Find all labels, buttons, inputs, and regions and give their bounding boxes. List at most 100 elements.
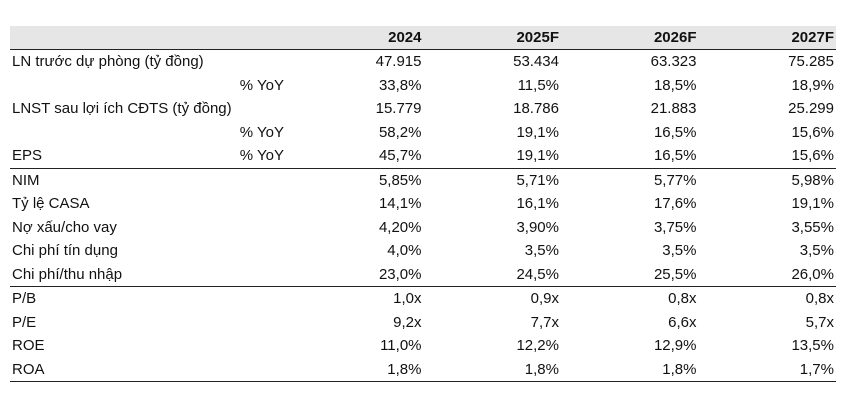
row-sublabel: % YoY [239,147,284,164]
table-row: LN trước dự phòng (tỷ đồng) 47.915 53.434 6… [10,50,836,74]
row-label: LNST sau lợi ích CĐTS (tỷ đồng) [12,100,232,117]
value-cell: 5,85% [286,167,424,192]
table-row: P/E 9,2x 7,7x 6,6x 5,7x [10,311,836,335]
value-cell: 1,8% [423,357,561,382]
value-cell: 47.915 [375,53,422,70]
financial-forecast-table: 2024 2025F 2026F 2027F LN trước dự phòng… [10,26,836,382]
row-sublabel [200,286,286,311]
row-label: EPS [12,147,43,164]
value-cell: 1,0x [286,286,424,311]
row-label: Chi phí/thu nhập [12,265,123,283]
value-cell: 15,6% [791,123,834,141]
column-header: 2025F [423,26,561,50]
value-cell: 5,98% [698,167,836,192]
value-cell: 19,1% [791,195,834,212]
value-cell: 16,1% [516,195,559,212]
value-cell: 45,7% [378,147,422,164]
value-cell: 18,9% [791,76,834,94]
column-header: 2027F [698,26,836,50]
value-cell: 12,9% [653,337,697,354]
value-cell: 11,0% [380,337,422,354]
value-cell: 14,1% [378,195,422,212]
table-row: Nợ xấu/cho vay 4,20% 3,90% 3,75% 3,55% [10,216,836,240]
header-blank [200,26,286,50]
value-cell: 0,8x [561,286,699,311]
value-cell: 0,8x [698,286,836,311]
value-cell: 4,0% [387,242,422,259]
table-row: % YoY 58,2% 19,1% 16,5% 15,6% [10,121,836,145]
row-sublabel [200,357,286,382]
value-cell: 63.323 [650,53,697,70]
table-row: ROE 11,0% 12,2% 12,9% 13,5% [10,334,836,358]
value-cell: 3,5% [524,242,559,259]
row-label [10,74,200,98]
table-row: % YoY 33,8% 11,5% 18,5% 18,9% [10,74,836,98]
table-body: LN trước dự phòng (tỷ đồng) 47.915 53.434 6… [10,50,836,382]
value-cell: 7,7x [530,313,559,331]
value-cell: 5,7x [805,313,834,331]
value-cell: 21.883 [650,100,697,117]
header-blank [10,26,200,50]
value-cell: 17,6% [653,195,697,212]
value-cell: 11,5% [517,76,559,94]
row-label [10,121,200,145]
value-cell: 16,5% [653,147,697,164]
value-cell: 24,5% [516,265,559,283]
row-label: ROE [12,337,45,354]
row-sublabel: % YoY [239,76,284,94]
value-cell: 23,0% [378,265,422,283]
table-row: NIM 5,85% 5,71% 5,77% 5,98% [10,167,836,192]
row-sublabel [200,311,286,335]
row-sublabel [200,239,286,263]
value-cell: 3,55% [791,218,834,236]
row-label: LN trước dự phòng (tỷ đồng) [12,53,204,70]
table-row: P/B 1,0x 0,9x 0,8x 0,8x [10,286,836,311]
value-cell: 1,7% [698,357,836,382]
table-row: ROA 1,8% 1,8% 1,8% 1,7% [10,357,836,382]
table-row: EPS % YoY 45,7% 19,1% 16,5% 15,6% [10,144,836,168]
row-sublabel [200,167,286,192]
column-header: 2024 [286,26,424,50]
value-cell: 3,5% [662,242,697,259]
value-cell: 1,8% [286,357,424,382]
value-cell: 3,90% [516,218,559,236]
table-row: LNST sau lợi ích CĐTS (tỷ đồng) 15.779 18.… [10,97,836,121]
value-cell: 0,9x [423,286,561,311]
value-cell: 25,5% [653,265,697,283]
value-cell: 3,75% [653,218,697,236]
value-cell: 3,5% [799,242,834,259]
value-cell: 6,6x [668,313,697,331]
row-sublabel [200,50,286,74]
row-sublabel [200,263,286,287]
value-cell: 53.434 [513,53,559,70]
table-row: Chi phí/thu nhập 23,0% 24,5% 25,5% 26,0% [10,263,836,287]
value-cell: 58,2% [378,123,422,141]
table-header-row: 2024 2025F 2026F 2027F [10,26,836,50]
value-cell: 19,1% [516,147,559,164]
value-cell: 33,8% [378,76,422,94]
row-label: Chi phí tín dụng [12,242,118,259]
column-header: 2026F [561,26,699,50]
value-cell: 16,5% [653,123,697,141]
row-sublabel: % YoY [239,123,284,141]
value-cell: 12,2% [516,337,559,354]
value-cell: 18.786 [513,100,559,117]
value-cell: 18,5% [653,76,697,94]
row-label: P/E [12,313,37,331]
value-cell: 26,0% [791,265,834,283]
row-label: Tỷ lệ CASA [12,195,90,212]
value-cell: 25.299 [788,100,834,117]
row-label: NIM [10,167,200,192]
value-cell: 15.779 [375,100,422,117]
row-sublabel [200,192,286,216]
row-label: ROA [10,357,200,382]
value-cell: 19,1% [516,123,559,141]
value-cell: 5,71% [423,167,561,192]
value-cell: 1,8% [561,357,699,382]
row-sublabel [200,334,286,358]
value-cell: 5,77% [561,167,699,192]
value-cell: 15,6% [791,147,834,164]
row-sublabel [200,216,286,240]
table-row: Tỷ lệ CASA 14,1% 16,1% 17,6% 19,1% [10,192,836,216]
